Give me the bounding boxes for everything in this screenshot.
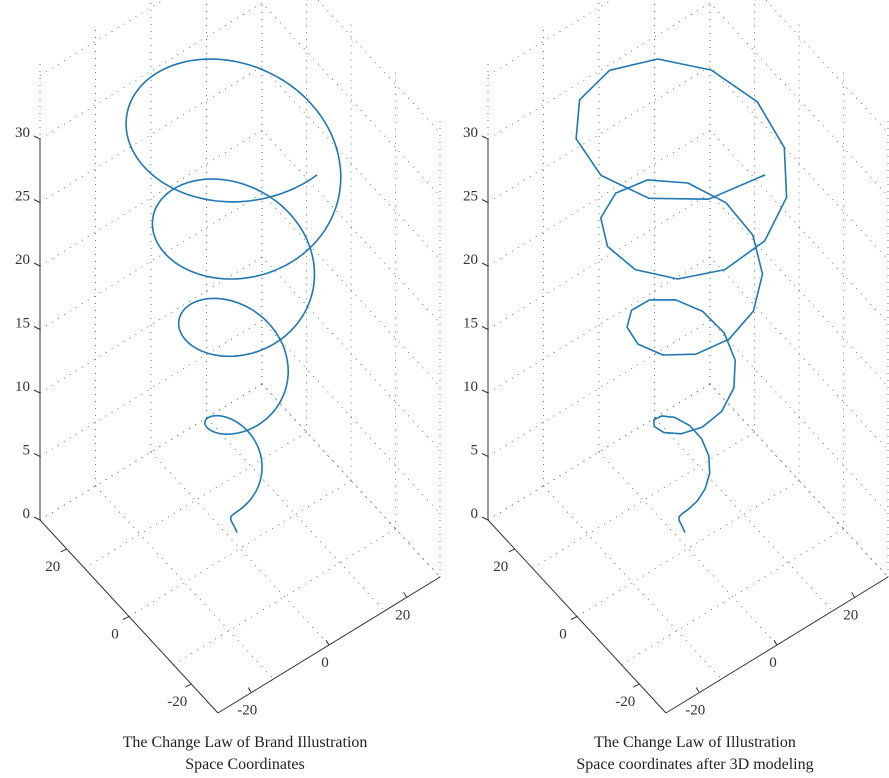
y-tick [508,548,515,553]
caption-right-line-1: The Change Law of Illustration [594,734,796,751]
wall-grid-line [39,2,441,197]
z-tick [481,262,489,267]
caption-right: The Change Law of Illustration Space coo… [495,732,889,776]
wall-grid-line [487,319,889,514]
floor-grid-line [532,431,755,569]
wall-grid-line [487,383,889,578]
x-tick [325,639,330,646]
z-tick [33,326,41,330]
caption-left: The Change Law of Brand Illustration Spa… [45,732,445,776]
z-tick-label: 15 [15,316,30,332]
z-tick-label: 30 [15,125,30,141]
x-tick-label: 0 [769,655,777,671]
y-tick [185,683,192,688]
y-tick [60,548,67,553]
z-tick-label: 20 [463,252,478,268]
caption-right-line-2: Space coordinates after 3D modeling [576,756,814,773]
z-tick [481,135,489,140]
axes: 0 5 10 15 20 25 30 -20 0 20 -20 0 20 [15,125,441,719]
x-tick [773,639,778,646]
y-tick-label: -20 [167,694,187,710]
caption-left-line-1: The Change Law of Brand Illustration [122,734,368,751]
z-tick [33,453,41,457]
wall-grid-line [487,65,889,260]
floor-grid-line [576,480,800,617]
z-tick-label: 5 [471,443,479,459]
y-tick [122,616,130,620]
spiral-series-line [125,58,342,533]
floor-grid-line [84,431,307,569]
floor-grid-line [128,480,352,617]
wall-grid-line [39,65,441,260]
z-tick [33,389,41,394]
z-tick [481,453,489,457]
z-tick-label: 30 [463,125,478,141]
z-tick [33,516,41,521]
z-tick-label: 0 [471,506,479,522]
y-tick-label: 0 [559,627,567,643]
chart-3d-modeling: 0 5 10 15 20 25 30 -20 0 20 -20 0 20 [463,0,889,719]
x-tick-label: 20 [843,607,858,623]
x-tick-label: 20 [395,607,410,623]
x-tick-label: -20 [685,703,705,719]
z-tick-label: 5 [23,443,31,459]
y-tick-label: -20 [615,694,635,710]
floor-grid-line [543,485,722,680]
z-tick-label: 25 [463,189,478,205]
wall-grid-line [487,2,889,197]
chart-brand-illustration: 0 5 10 15 20 25 30 -20 0 20 -20 0 20 [15,0,441,719]
x-tick [247,687,252,693]
x-tick-label: -20 [237,703,257,719]
z-tick [481,516,489,521]
wall-grid-line [487,192,889,387]
z-tick-label: 15 [463,316,478,332]
wall-grid-line [39,256,441,451]
z-tick-label: 25 [15,189,30,205]
wall-grid-line [39,129,441,324]
wall-grid-line [39,192,441,387]
y-tick [570,616,578,620]
y-tick [633,683,640,688]
axes: 0 5 10 15 20 25 30 -20 0 20 -20 0 20 [463,125,889,719]
wall-grid-line [487,0,889,133]
wall-grid-line [39,383,441,578]
caption-left-line-2: Space Coordinates [185,756,305,773]
y-tick-label: 20 [45,559,60,575]
wall-grid-line [39,319,441,514]
z-tick [481,389,489,394]
x-tick-label: 0 [321,655,329,671]
z-tick-label: 20 [15,252,30,268]
x-tick [403,592,408,598]
z-tick-label: 10 [463,379,478,395]
z-tick-label: 0 [23,506,31,522]
wall-grid-line [487,129,889,324]
z-tick [33,135,41,140]
spiral-series-line [575,58,788,533]
y-tick-label: 0 [111,627,119,643]
x-tick [695,687,700,693]
z-tick [481,199,489,203]
floor-grid-line [150,451,330,646]
floor-grid-line [598,451,778,646]
z-tick [481,326,489,330]
floor-grid-line [95,485,274,680]
grid-lines [39,0,441,714]
z-tick [33,199,41,203]
wall-grid-line [39,0,441,133]
grid-lines [487,0,889,714]
z-tick [33,262,41,267]
z-tick-label: 10 [15,379,30,395]
y-tick-label: 20 [493,559,508,575]
wall-grid-line [487,256,889,451]
x-tick [851,592,856,598]
